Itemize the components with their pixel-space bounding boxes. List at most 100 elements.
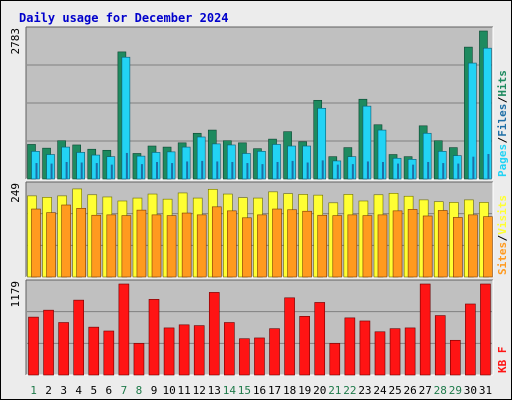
day-label: 27 — [419, 384, 432, 397]
legend-pages: Pages — [496, 144, 509, 177]
kb-bar — [329, 343, 341, 376]
day-label: 1 — [30, 384, 37, 397]
kb-bar — [404, 327, 416, 376]
kb-bar — [480, 283, 491, 376]
sites-bar — [196, 214, 207, 278]
sites-bar — [422, 215, 433, 278]
kb-bar — [133, 343, 145, 376]
kb-bar — [374, 331, 386, 376]
pages-bar — [50, 163, 53, 179]
pages-bar — [412, 164, 415, 179]
sites-bar — [332, 215, 343, 278]
sites-bar — [302, 210, 312, 278]
day-label: 30 — [464, 384, 477, 397]
legend-separator: / — [496, 96, 509, 103]
day-label: 3 — [60, 384, 67, 397]
day-label: 11 — [178, 384, 191, 397]
sites-bar — [46, 212, 56, 278]
kb-bar — [193, 325, 205, 376]
sites-bar — [257, 214, 267, 278]
sites-bar — [242, 217, 252, 278]
pages-bar — [201, 160, 204, 179]
day-label: 28 — [434, 384, 447, 397]
day-label: 26 — [404, 384, 417, 397]
day-label: 20 — [313, 384, 326, 397]
pages-bar — [35, 163, 38, 179]
legend-separator: / — [496, 137, 509, 144]
day-label: 9 — [151, 384, 158, 397]
kb-bar — [465, 303, 476, 376]
pages-bar — [427, 161, 430, 179]
sites-bar — [227, 210, 237, 278]
panel-3-ymax-label: 1179 — [9, 281, 22, 308]
kb-bar — [58, 322, 69, 376]
sites-bar — [287, 209, 297, 278]
legend-visits: Visits — [496, 195, 509, 235]
kb-bar — [73, 299, 84, 376]
kb-bar — [284, 297, 295, 376]
kb-bar — [434, 315, 446, 376]
sites-bar — [121, 215, 132, 278]
pages-bar — [171, 163, 174, 179]
day-label: 17 — [268, 384, 281, 397]
sites-bar — [483, 216, 493, 278]
pages-bar — [321, 160, 324, 179]
chart-title: Daily usage for December 2024 — [19, 11, 229, 25]
day-label: 23 — [358, 384, 371, 397]
kb-bar — [419, 283, 431, 376]
pages-bar — [186, 161, 189, 179]
legend-hits: Hits — [496, 70, 509, 97]
day-label: 19 — [298, 384, 311, 397]
pages-bar — [442, 163, 445, 179]
day-label: 8 — [136, 384, 143, 397]
day-label: 13 — [208, 384, 221, 397]
day-label: 6 — [106, 384, 113, 397]
sites-bar — [91, 214, 102, 278]
sites-bar — [468, 214, 478, 278]
day-label: 22 — [343, 384, 356, 397]
legend-separator: / — [496, 235, 509, 242]
legend-files: Files — [496, 104, 509, 137]
day-label: 21 — [328, 384, 341, 397]
day-label: 5 — [90, 384, 97, 397]
sites-bar — [76, 207, 86, 278]
day-label: 29 — [449, 384, 462, 397]
kb-bar — [269, 328, 280, 376]
legend-sites: Sites — [496, 242, 509, 275]
panel-1-ymax-label: 2783 — [9, 28, 22, 55]
pages-bar — [351, 164, 354, 179]
sites-bar — [407, 209, 418, 278]
pages-bar — [381, 161, 384, 179]
sites-bar — [362, 215, 373, 278]
pages-bar — [231, 161, 234, 179]
kb-bar — [359, 320, 371, 376]
panel-2-ymax-label: 249 — [9, 183, 22, 203]
sites-bar — [347, 214, 358, 278]
sites-bar — [166, 215, 177, 278]
day-label: 2 — [45, 384, 52, 397]
pages-bar — [110, 164, 113, 179]
day-label: 24 — [373, 384, 387, 397]
pages-bar — [457, 163, 460, 179]
day-label: 4 — [75, 384, 82, 397]
pages-bar — [336, 164, 339, 179]
pages-bar — [306, 162, 309, 179]
kb-bar — [208, 292, 220, 376]
day-label: 31 — [479, 384, 492, 397]
kb-bar — [314, 302, 326, 376]
day-label: 18 — [283, 384, 296, 397]
day-label: 14 — [223, 384, 237, 397]
kb-bar — [118, 283, 130, 376]
kb-bar — [103, 330, 115, 376]
pages-bar — [291, 160, 294, 179]
kb-bar — [450, 339, 461, 376]
pages-bar — [276, 161, 279, 179]
sites-bar — [136, 209, 147, 278]
kb-bar — [43, 309, 54, 376]
kb-bar — [163, 327, 175, 376]
files-bar — [61, 146, 70, 180]
pages-bar — [246, 163, 249, 179]
kb-bar — [344, 317, 356, 376]
pages-bar — [125, 152, 128, 179]
